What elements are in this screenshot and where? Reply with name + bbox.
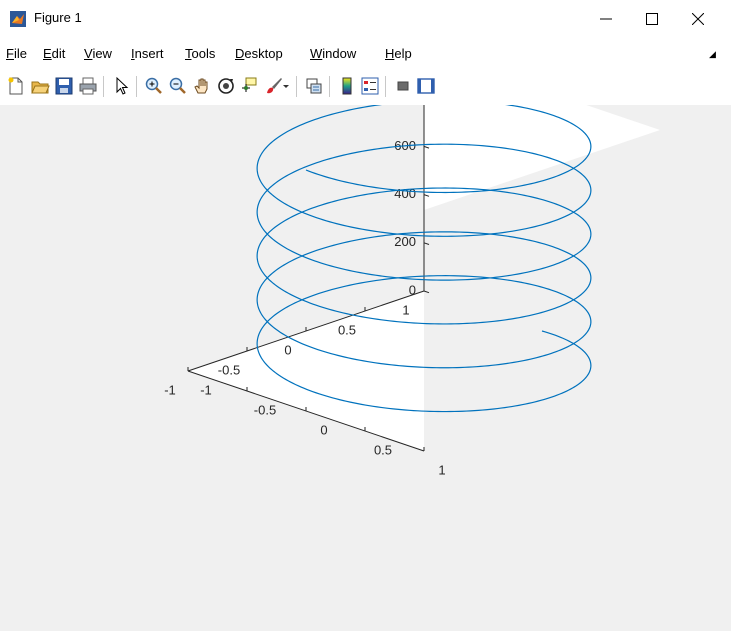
maximize-button[interactable] [629, 0, 675, 38]
figure-canvas[interactable]: -1-0.500.51-1-0.500.5102004006008001000 [0, 41, 731, 631]
brush-icon[interactable] [264, 76, 284, 96]
dock-arrow-icon[interactable]: ◢ [709, 49, 716, 59]
toolbar-separator [296, 76, 297, 97]
menu-edit[interactable]: Edit [43, 46, 66, 61]
plot-3d[interactable]: -1-0.500.51-1-0.500.5102004006008001000 [0, 41, 731, 631]
zoom-in-icon[interactable] [144, 76, 164, 96]
y-tick-label: -0.5 [218, 362, 240, 377]
save-icon[interactable] [54, 76, 74, 96]
edit-plot-arrow-icon[interactable] [112, 76, 132, 96]
menu-help[interactable]: Help [385, 46, 412, 61]
toolbar-separator [329, 76, 330, 97]
axes-box [188, 50, 660, 451]
z-tick-label: 400 [394, 186, 416, 201]
toolbar-separator [385, 76, 386, 97]
insert-colorbar-icon[interactable] [337, 76, 357, 96]
window-title: Figure 1 [34, 10, 82, 25]
x-tick-label: -1 [200, 382, 212, 397]
hide-plot-tools-icon[interactable] [393, 76, 413, 96]
menu-tools[interactable]: Tools [185, 46, 216, 61]
print-icon[interactable] [78, 76, 98, 96]
menu-window[interactable]: Window [310, 46, 357, 61]
close-icon [692, 13, 704, 25]
y-tick-label: 1 [402, 302, 409, 317]
show-plot-tools-icon[interactable] [416, 76, 436, 96]
x-tick-label: 0 [320, 422, 327, 437]
minimize-button[interactable] [583, 0, 629, 38]
y-tick-label: 0 [284, 342, 291, 357]
pan-hand-icon[interactable] [192, 76, 212, 96]
menu-insert[interactable]: Insert [131, 46, 164, 61]
z-tick [423, 290, 430, 294]
menu-desktop[interactable]: Desktop [235, 46, 283, 61]
toolbar-separator [103, 76, 104, 97]
data-cursor-icon[interactable] [240, 76, 260, 96]
z-tick [423, 145, 430, 149]
x-tick-label: -0.5 [254, 402, 276, 417]
toolbar-separator [136, 76, 137, 97]
menu-bar: File Edit View Insert Tools Desktop Wind… [0, 43, 731, 65]
matlab-logo-icon [10, 11, 26, 27]
zoom-out-icon[interactable] [168, 76, 188, 96]
x-tick-label: 1 [438, 462, 445, 477]
brush-dropdown-icon[interactable] [281, 76, 291, 96]
menu-file[interactable]: File [6, 46, 27, 61]
title-bar: Figure 1 [0, 0, 731, 38]
close-button[interactable] [675, 0, 721, 38]
series-layer [256, 99, 592, 413]
y-tick-label: 0.5 [338, 322, 356, 337]
minimize-icon [600, 18, 612, 20]
helix-series-line[interactable] [256, 99, 592, 413]
rotate-3d-icon[interactable] [216, 76, 236, 96]
open-file-icon[interactable] [30, 76, 50, 96]
z-tick-label: 0 [409, 282, 416, 297]
insert-legend-icon[interactable] [360, 76, 380, 96]
x-tick-label: 0.5 [374, 442, 392, 457]
y-tick-label: -1 [164, 382, 176, 397]
maximize-icon [646, 13, 658, 25]
axes-background [188, 50, 660, 451]
z-tick-label: 200 [394, 234, 416, 249]
menu-view[interactable]: View [84, 46, 112, 61]
z-tick [423, 242, 430, 245]
link-plot-icon[interactable] [304, 76, 324, 96]
new-figure-icon[interactable] [6, 76, 26, 96]
z-tick [423, 194, 430, 197]
